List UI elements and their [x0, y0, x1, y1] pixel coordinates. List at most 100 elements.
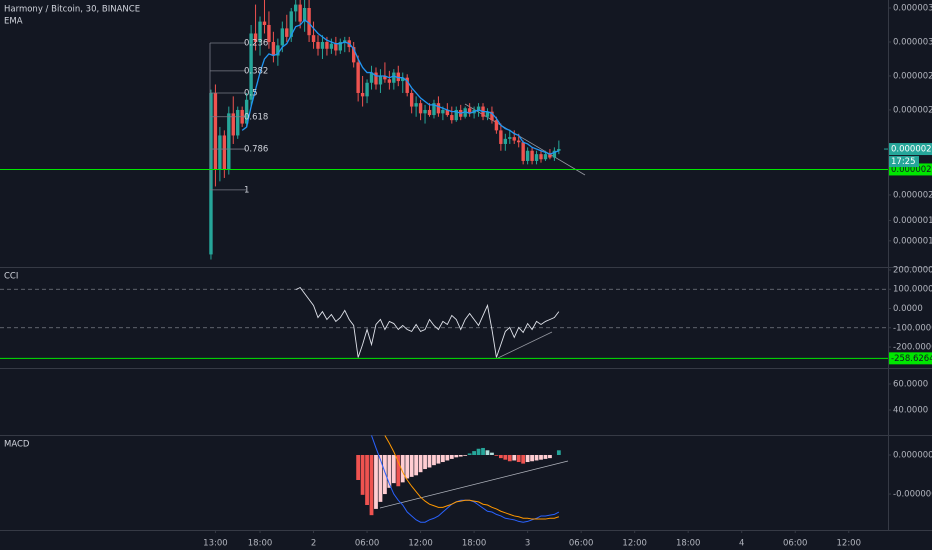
price-label-box — [889, 352, 932, 365]
countdown: 17:25 — [891, 157, 916, 167]
y-tick-label: 0.00000280 — [893, 71, 932, 81]
histogram-bar — [369, 455, 374, 516]
candle-body — [356, 62, 360, 93]
candle-body — [427, 109, 432, 116]
x-tick-label: 12:00 — [837, 539, 862, 549]
candle-body — [244, 99, 249, 124]
histogram-bar — [494, 455, 499, 456]
candle-body — [423, 109, 427, 114]
candle-body — [227, 113, 231, 170]
histogram-bar — [476, 448, 481, 455]
histogram-bar — [374, 455, 378, 509]
candle-body — [334, 43, 338, 51]
candle-body — [454, 109, 458, 121]
candle-body — [360, 92, 365, 97]
histogram-bar — [396, 455, 401, 487]
candle-body — [463, 108, 467, 117]
candle-body — [525, 150, 530, 161]
candle-body — [374, 72, 378, 85]
cci-line — [295, 286, 560, 358]
candle-body — [512, 137, 516, 141]
histogram-bar — [516, 455, 521, 463]
candle-body — [383, 75, 387, 80]
histogram-bar — [539, 455, 543, 460]
histogram-bar — [387, 455, 392, 488]
histogram-bar — [445, 455, 450, 461]
histogram-bar — [405, 455, 410, 479]
panel-title: MACD — [4, 440, 30, 450]
x-tick-label: 12:00 — [622, 539, 647, 549]
histogram-bar — [521, 455, 526, 464]
candle-body — [249, 33, 253, 100]
candle-body — [534, 154, 539, 161]
candle-body — [543, 154, 548, 160]
histogram-bar — [423, 455, 427, 470]
x-tick-label: 18:00 — [462, 539, 487, 549]
legend-entry: EMA — [4, 17, 23, 27]
candle-body — [436, 103, 441, 114]
histogram-bar — [356, 455, 361, 480]
histogram-bar — [490, 452, 494, 455]
ema-line — [241, 18, 560, 155]
y-tick-label: 0.0000 — [893, 304, 923, 314]
fib-label: 0.236 — [244, 38, 268, 48]
candle-body — [450, 115, 454, 121]
histogram-bar — [463, 455, 468, 456]
candle-body — [485, 111, 490, 117]
histogram-bar — [360, 455, 365, 495]
x-tick-label: 18:00 — [676, 539, 701, 549]
y-tick-label: -200.0000 — [893, 343, 932, 353]
candle-body — [490, 111, 494, 121]
histogram-bar — [391, 455, 396, 484]
x-tick-label: 4 — [739, 539, 744, 549]
price-label-box — [889, 143, 932, 156]
candle-body — [294, 4, 298, 12]
y-tick-label: 0.00000195 — [893, 216, 932, 226]
candle-body — [222, 135, 227, 170]
y-tick-label: 60.0000 — [893, 380, 928, 390]
panel-title: CCI — [4, 272, 18, 282]
candle-body — [307, 7, 311, 36]
candle-body — [392, 72, 396, 83]
histogram-bar — [525, 455, 530, 463]
candle-body — [552, 150, 557, 158]
y-tick-label: 100.0000 — [893, 285, 932, 295]
y-tick-label: 0.00000300 — [893, 37, 932, 47]
panel — [0, 0, 888, 260]
histogram-bar — [436, 455, 441, 464]
histogram-bar — [400, 455, 405, 483]
candle-body — [530, 150, 534, 161]
y-tick-label: -0.00000005 — [893, 490, 932, 500]
candle-body — [285, 28, 289, 37]
candle-body — [499, 130, 503, 144]
candle-body — [231, 113, 235, 136]
fib-label: 0.618 — [244, 112, 268, 122]
candle-body — [503, 138, 508, 144]
fib-label: 1 — [244, 185, 249, 195]
panel — [0, 286, 888, 359]
candle-body — [262, 21, 267, 25]
candle-body — [320, 41, 325, 49]
price-label: -258.6264 — [891, 354, 932, 364]
histogram-bar — [458, 455, 463, 457]
histogram-bar — [383, 455, 387, 495]
countdown-box — [889, 156, 919, 168]
candle-body — [539, 154, 543, 160]
trend-line — [497, 331, 553, 359]
candle-body — [343, 40, 347, 42]
candle-body — [267, 24, 271, 42]
candle-body — [378, 75, 383, 85]
candle-body — [418, 103, 423, 114]
candle-body — [405, 77, 409, 93]
candle-body — [508, 137, 512, 139]
fib-label: 0.382 — [244, 66, 268, 76]
histogram-bar — [503, 455, 508, 460]
histogram-bar — [530, 455, 534, 462]
candle-body — [494, 120, 499, 131]
candle-body — [351, 47, 356, 63]
histogram-bar — [481, 447, 485, 455]
candle-body — [311, 35, 316, 42]
x-tick-label: 2 — [311, 539, 316, 549]
